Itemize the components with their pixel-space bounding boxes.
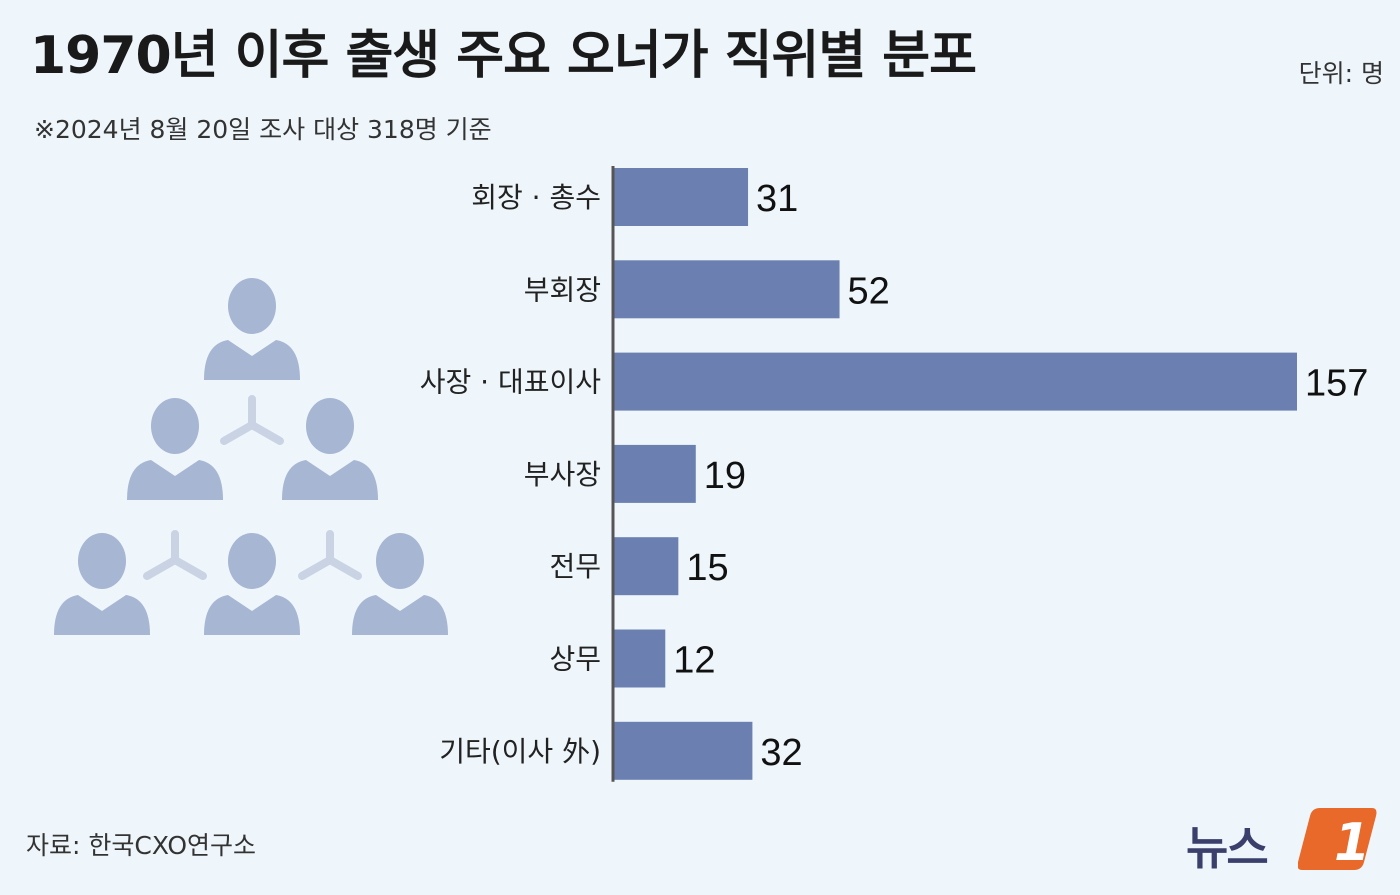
value-label-2: 157 xyxy=(1305,363,1368,405)
people-hierarchy-illustration xyxy=(54,278,448,635)
person-body-icon xyxy=(204,595,300,635)
connector-icon xyxy=(143,530,207,580)
value-label-4: 15 xyxy=(686,547,728,589)
category-label-3: 부사장 xyxy=(524,458,601,491)
value-label-6: 32 xyxy=(760,732,802,774)
logo-wordmark: 뉴스 xyxy=(1186,821,1269,875)
connector-icon xyxy=(298,530,362,580)
value-label-3: 19 xyxy=(704,455,746,497)
source-note: 자료: 한국CXO연구소 xyxy=(26,831,257,860)
person-body-icon xyxy=(204,340,300,380)
category-label-4: 전무 xyxy=(549,550,601,583)
bar-2 xyxy=(613,352,1297,411)
category-label-2: 사장 · 대표이사 xyxy=(420,366,601,399)
logo-mark-text: 1 xyxy=(1334,813,1370,872)
category-label-0: 회장 · 총수 xyxy=(471,181,601,214)
chart-title: 1970년 이후 출생 주요 오너가 직위별 분포 xyxy=(30,26,977,86)
person-head-icon xyxy=(78,533,126,589)
person-body-icon xyxy=(127,460,223,500)
bar-4 xyxy=(613,537,679,596)
bar-1 xyxy=(613,260,840,319)
person-head-icon xyxy=(228,278,276,334)
category-label-1: 부회장 xyxy=(524,273,601,306)
bar-3 xyxy=(613,444,696,503)
value-label-0: 31 xyxy=(756,178,798,220)
person-head-icon xyxy=(376,533,424,589)
unit-label: 단위: 명 xyxy=(1298,59,1384,88)
person-body-icon xyxy=(54,595,150,635)
value-label-5: 12 xyxy=(673,640,715,682)
bar-5 xyxy=(613,629,666,688)
person-head-icon xyxy=(306,398,354,454)
bar-6 xyxy=(613,721,753,780)
category-label-6: 기타(이사 外) xyxy=(439,735,601,768)
value-label-1: 52 xyxy=(848,270,890,312)
logo-mark-icon: 1 xyxy=(1298,808,1377,872)
category-label-5: 상무 xyxy=(549,643,601,676)
person-body-icon xyxy=(282,460,378,500)
person-head-icon xyxy=(151,398,199,454)
chart-subtitle: ※2024년 8월 20일 조사 대상 318명 기준 xyxy=(34,115,492,144)
person-head-icon xyxy=(228,533,276,589)
news1-logo: 뉴스 1 xyxy=(1186,806,1386,876)
bar-0 xyxy=(613,168,749,226)
connector-icon xyxy=(220,395,284,445)
person-body-icon xyxy=(352,595,448,635)
